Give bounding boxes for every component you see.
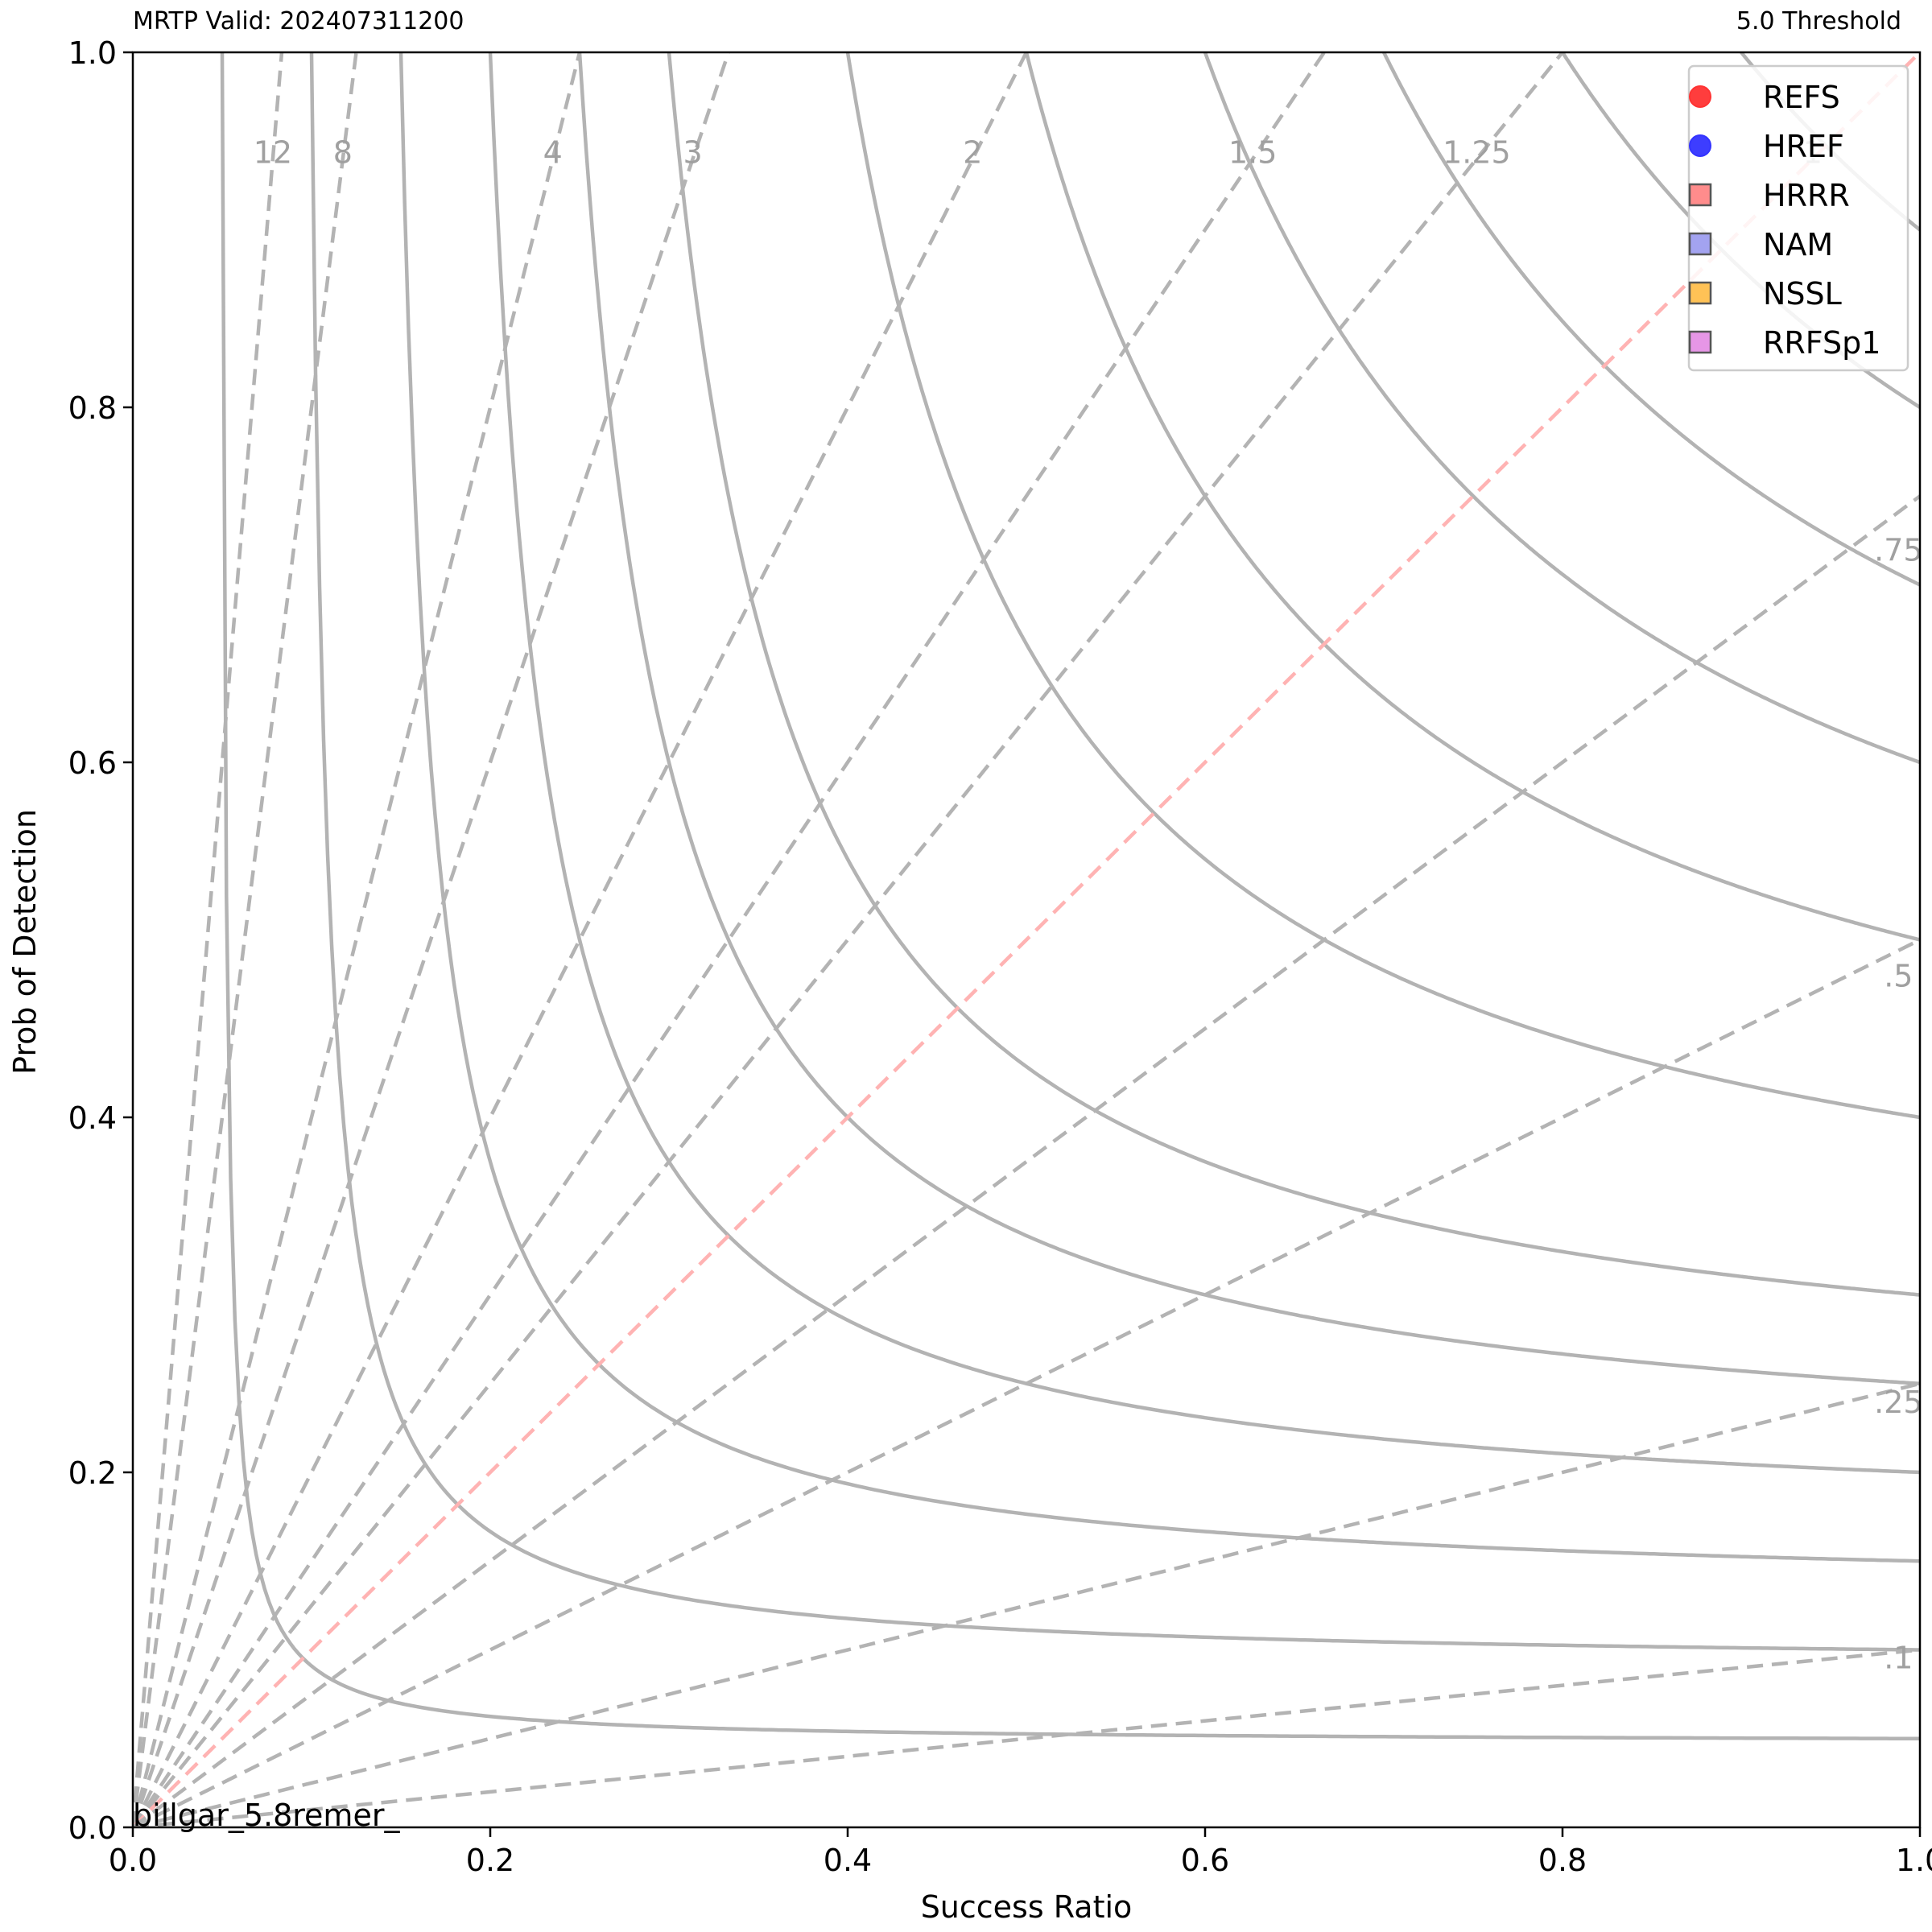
bias-line	[133, 52, 582, 1827]
legend-marker-square	[1688, 281, 1712, 305]
legend-marker-circle	[1689, 85, 1711, 108]
csi-contour-line	[1203, 52, 1920, 765]
x-tick-label: 1.0	[1896, 1843, 1932, 1878]
bias-label: .75	[1874, 532, 1922, 568]
csi-contour-line	[667, 52, 1920, 1297]
bias-label: .25	[1874, 1385, 1922, 1420]
bias-label: .1	[1884, 1640, 1913, 1675]
bias-line	[133, 52, 1920, 1827]
y-axis-ticks: 0.0 0.2 0.4 0.6 0.8 1.0	[68, 35, 133, 1846]
legend-marker-circle	[1689, 134, 1711, 157]
csi-contour-line	[577, 52, 1920, 1386]
bias-line	[133, 52, 731, 1827]
x-tick-label: 0.4	[824, 1843, 872, 1878]
x-axis-label: Success Ratio	[921, 1889, 1133, 1925]
legend-label: HREF	[1763, 129, 1844, 164]
legend-label: REFS	[1763, 80, 1840, 115]
x-tick-label: 0.0	[109, 1843, 157, 1878]
bias-label: 12	[254, 134, 292, 170]
y-tick-label: 0.4	[68, 1100, 117, 1136]
footer-watermark-text: billgar_5.8remer_	[133, 1798, 400, 1833]
csi-contour-line	[309, 52, 1920, 1652]
csi-contour-line	[398, 52, 1920, 1563]
y-tick-label: 0.2	[68, 1455, 117, 1491]
legend-marker-square	[1688, 232, 1712, 256]
x-axis-ticks: 0.0 0.2 0.4 0.6 0.8 1.0	[109, 1827, 1932, 1878]
bias-line	[133, 937, 1920, 1827]
plot-frame	[131, 51, 1922, 1829]
bias-label: 1.25	[1443, 134, 1511, 170]
csi-contour-line	[1024, 52, 1920, 942]
legend-label: HRRR	[1763, 178, 1850, 213]
legend: REFS HREF HRRR NAM NSSL RRFSp1	[1687, 64, 1909, 372]
bias-label: 2	[963, 134, 982, 170]
x-tick-label: 0.2	[466, 1843, 514, 1878]
x-tick-label: 0.8	[1538, 1843, 1587, 1878]
x-tick-label: 0.6	[1181, 1843, 1229, 1878]
y-tick-label: 0.0	[68, 1810, 117, 1846]
legend-label: NSSL	[1763, 276, 1842, 312]
y-axis-label: Prob of Detection	[7, 809, 43, 1075]
bias-label: 8	[333, 134, 353, 170]
bias-label: 1.5	[1228, 134, 1277, 170]
legend-marker-square	[1688, 183, 1712, 207]
bias-label: 4	[543, 134, 563, 170]
bias-line	[133, 52, 1326, 1827]
bias-lines	[133, 52, 1920, 1827]
bias-line	[133, 52, 1564, 1827]
legend-label: RRFSp1	[1763, 325, 1880, 361]
bias-label: .5	[1884, 959, 1913, 994]
bias-line	[133, 1381, 1920, 1827]
bias-line	[133, 52, 284, 1827]
threshold-title: 5.0 Threshold	[1736, 7, 1901, 35]
y-tick-label: 0.6	[68, 745, 117, 781]
bias-line	[133, 493, 1920, 1827]
y-tick-label: 0.8	[68, 390, 117, 426]
legend-frame	[1687, 64, 1909, 372]
valid-time-title: MRTP Valid: 202407311200	[133, 7, 464, 35]
csi-contour-line	[220, 52, 1920, 1741]
csi-contour-line	[845, 52, 1920, 1120]
legend-marker-square	[1688, 330, 1712, 354]
bias-line	[133, 52, 1029, 1827]
bias-line	[133, 1648, 1920, 1827]
legend-label: NAM	[1763, 227, 1833, 262]
csi-contour-line	[1381, 52, 1920, 587]
y-tick-label: 1.0	[68, 35, 117, 71]
bias-label: 3	[683, 134, 703, 170]
